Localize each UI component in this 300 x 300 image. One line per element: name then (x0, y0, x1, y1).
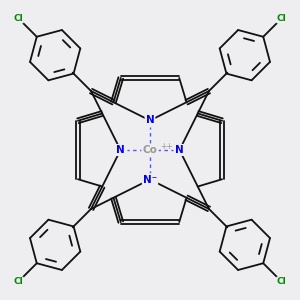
Text: Cl: Cl (277, 277, 286, 286)
Text: ++: ++ (160, 142, 173, 151)
Text: N: N (146, 116, 154, 125)
Text: N: N (116, 145, 125, 155)
Text: Cl: Cl (14, 14, 23, 23)
Text: Cl: Cl (277, 14, 286, 23)
Text: Cl: Cl (14, 277, 23, 286)
Text: N: N (175, 145, 184, 155)
Text: N⁻: N⁻ (143, 175, 157, 184)
Text: Co: Co (142, 145, 158, 155)
